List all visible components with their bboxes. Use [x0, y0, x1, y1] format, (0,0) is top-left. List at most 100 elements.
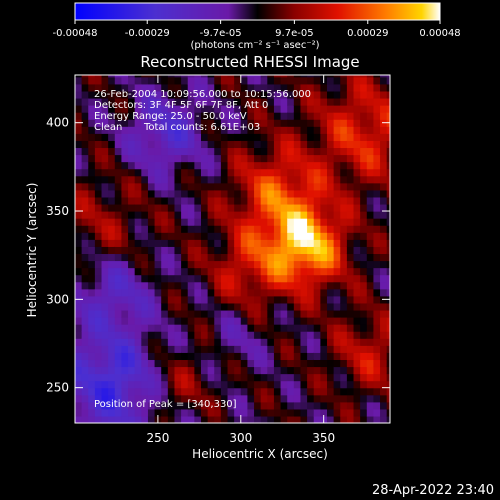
- heatmap-cell: [154, 154, 162, 163]
- heatmap-cell: [247, 246, 255, 255]
- heatmap-cell: [327, 218, 335, 226]
- heatmap-cell: [121, 161, 129, 170]
- heatmap-cell: [187, 415, 195, 423]
- heatmap-cell: [181, 189, 189, 198]
- heatmap-cell: [307, 281, 315, 290]
- heatmap-cell: [346, 97, 355, 106]
- heatmap-cell: [380, 211, 388, 219]
- heatmap-cell: [94, 338, 103, 346]
- heatmap-cell: [307, 161, 315, 170]
- heatmap-cell: [346, 140, 355, 149]
- heatmap-cell: [75, 408, 83, 417]
- heatmap-cell: [154, 408, 162, 417]
- heatmap-cell: [181, 288, 189, 297]
- heatmap-cell: [386, 281, 390, 290]
- heatmap-cell: [75, 140, 83, 149]
- heatmap-cell: [134, 401, 142, 410]
- heatmap-cell: [154, 90, 162, 99]
- heatmap-cell: [386, 394, 390, 403]
- heatmap-cell: [360, 373, 368, 382]
- heatmap-cell: [121, 380, 129, 389]
- heatmap-cell: [194, 246, 202, 255]
- heatmap-cell: [300, 189, 308, 198]
- heatmap-cell: [81, 75, 89, 78]
- heatmap-cell: [220, 246, 229, 255]
- heatmap-cell: [101, 196, 109, 205]
- heatmap-cell: [273, 76, 282, 85]
- heatmap-cell: [181, 338, 189, 346]
- heatmap-cell: [300, 75, 308, 78]
- heatmap-cell: [94, 359, 103, 368]
- heatmap-cell: [293, 76, 302, 85]
- heatmap-cell: [307, 175, 315, 184]
- heatmap-cell: [161, 415, 169, 423]
- heatmap-cell: [320, 232, 328, 240]
- heatmap-cell: [114, 302, 123, 311]
- annotation-time: 26-Feb-2004 10:09:56.000 to 10:15:56.000: [94, 89, 311, 100]
- heatmap-cell: [214, 324, 222, 332]
- heatmap-cell: [81, 168, 89, 177]
- annotation-energy: Energy Range: 25.0 - 50.0 keV: [94, 111, 247, 122]
- heatmap-cell: [267, 253, 275, 262]
- heatmap-cell: [167, 161, 176, 170]
- heatmap-cell: [353, 317, 361, 325]
- heatmap-cell: [360, 359, 368, 368]
- heatmap-cell: [327, 239, 335, 247]
- heatmap-cell: [141, 415, 149, 423]
- heatmap-cell: [327, 83, 335, 92]
- heatmap-cell: [108, 253, 116, 262]
- heatmap-cell: [161, 97, 169, 106]
- heatmap-cell: [141, 154, 149, 163]
- heatmap-cell: [187, 140, 195, 149]
- heatmap-cell: [353, 260, 361, 269]
- heatmap-cell: [94, 175, 103, 184]
- heatmap-cell: [360, 232, 368, 240]
- heatmap-cell: [300, 97, 308, 106]
- heatmap-cell: [128, 281, 136, 290]
- heatmap-cell: [307, 140, 315, 149]
- heatmap-cell: [128, 218, 136, 226]
- heatmap-cell: [373, 211, 381, 219]
- heatmap-cell: [94, 288, 103, 297]
- heatmap-cell: [313, 408, 321, 417]
- heatmap-cell: [154, 401, 162, 410]
- heatmap-cell: [320, 274, 328, 283]
- heatmap-cell: [353, 366, 361, 375]
- heatmap-cell: [108, 203, 116, 212]
- heatmap-cell: [293, 161, 302, 170]
- heatmap-cell: [134, 140, 142, 149]
- heatmap-cell: [81, 288, 89, 297]
- heatmap-cell: [88, 154, 96, 163]
- heatmap-cell: [300, 401, 308, 410]
- heatmap-cell: [88, 345, 96, 353]
- heatmap-cell: [108, 288, 116, 297]
- heatmap-cell: [280, 168, 288, 177]
- heatmap-cell: [247, 105, 255, 113]
- heatmap-cell: [75, 133, 83, 141]
- heatmap-cell: [287, 105, 295, 113]
- heatmap-cell: [346, 161, 355, 170]
- heatmap-cell: [88, 133, 96, 141]
- heatmap-cell: [327, 90, 335, 99]
- heatmap-cell: [273, 317, 282, 325]
- heatmap-cell: [287, 239, 295, 247]
- heatmap-cell: [346, 168, 355, 177]
- heatmap-cell: [280, 288, 288, 297]
- heatmap-cell: [380, 309, 388, 318]
- heatmap-cell: [88, 75, 96, 78]
- heatmap-cell: [154, 317, 162, 325]
- heatmap-cell: [307, 147, 315, 156]
- heatmap-cell: [134, 90, 142, 99]
- heatmap-cell: [147, 112, 156, 120]
- heatmap-cell: [167, 112, 176, 120]
- heatmap-cell: [307, 83, 315, 92]
- heatmap-cell: [340, 175, 348, 184]
- heatmap-cell: [181, 401, 189, 410]
- heatmap-cell: [240, 324, 249, 332]
- heatmap-cell: [141, 112, 149, 120]
- heatmap-cell: [373, 366, 381, 375]
- heatmap-cell: [267, 232, 275, 240]
- heatmap-cell: [121, 182, 129, 191]
- heatmap-cell: [207, 281, 215, 290]
